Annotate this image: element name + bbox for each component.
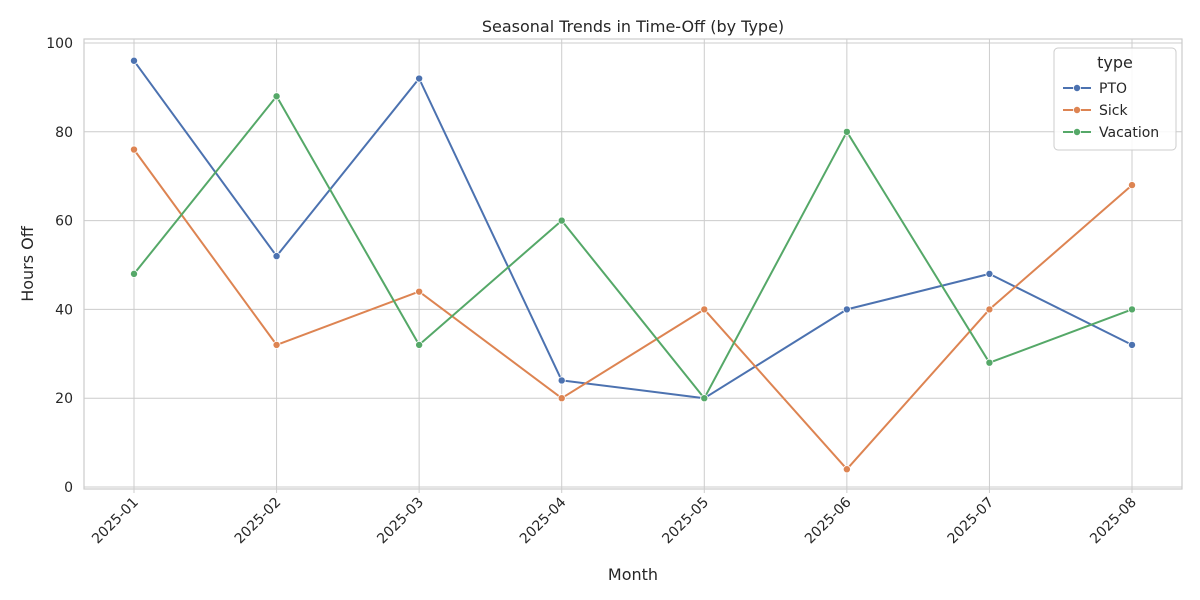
x-axis-label: Month — [608, 565, 658, 584]
y-axis-label: Hours Off — [18, 225, 37, 302]
y-tick-label: 100 — [46, 36, 73, 52]
x-tick-label: 2025-05 — [659, 495, 712, 548]
data-point-pto — [415, 74, 424, 83]
chart-title: Seasonal Trends in Time-Off (by Type) — [482, 17, 784, 36]
legend-marker-sick — [1073, 106, 1082, 115]
y-tick-label: 0 — [64, 480, 73, 496]
data-point-pto — [129, 56, 138, 65]
data-point-pto — [1128, 340, 1137, 349]
x-tick-label: 2025-01 — [89, 495, 142, 548]
legend: type PTO Sick Vacation — [1053, 47, 1177, 151]
y-tick-label: 80 — [55, 125, 73, 141]
data-point-pto — [842, 305, 851, 314]
data-point-vacation — [272, 92, 281, 101]
legend-label-vacation: Vacation — [1099, 125, 1159, 141]
data-point-vacation — [557, 216, 566, 225]
data-point-pto — [985, 269, 994, 278]
series-line-vacation — [133, 95, 1133, 400]
legend-marker-pto — [1073, 84, 1082, 93]
data-point-sick — [557, 394, 566, 403]
data-point-vacation — [1128, 305, 1137, 314]
data-point-vacation — [129, 269, 138, 278]
x-axis-ticks: 2025-01 2025-02 2025-03 2025-04 2025-05 2025-… — [89, 489, 1140, 547]
x-tick-label: 2025-02 — [232, 495, 285, 548]
plot-area — [83, 38, 1183, 490]
data-point-vacation — [842, 127, 851, 136]
series-line-sick — [133, 149, 1133, 471]
data-point-sick — [700, 305, 709, 314]
legend-label-pto: PTO — [1099, 81, 1127, 97]
legend-marker-vacation — [1073, 127, 1082, 136]
data-point-sick — [842, 465, 851, 474]
data-point-vacation — [985, 358, 994, 367]
grid — [84, 39, 1182, 489]
data-point-sick — [985, 305, 994, 314]
data-point-vacation — [700, 394, 709, 403]
y-tick-label: 20 — [55, 391, 73, 407]
data-point-pto — [272, 252, 281, 261]
data-point-sick — [129, 145, 138, 154]
x-tick-label: 2025-04 — [517, 494, 570, 547]
legend-box — [1053, 47, 1177, 151]
x-tick-label: 2025-07 — [945, 495, 998, 548]
data-point-sick — [272, 340, 281, 349]
y-tick-label: 60 — [55, 214, 73, 230]
data-point-vacation — [415, 340, 424, 349]
data-point-sick — [1128, 181, 1137, 190]
y-axis-ticks: 0 20 40 60 80 100 — [46, 36, 73, 496]
legend-label-sick: Sick — [1099, 103, 1128, 119]
data-point-sick — [415, 287, 424, 296]
data-point-pto — [557, 376, 566, 385]
y-tick-label: 40 — [55, 302, 73, 318]
x-tick-label: 2025-06 — [802, 494, 855, 547]
x-tick-label: 2025-03 — [374, 495, 427, 548]
series — [129, 56, 1137, 474]
legend-title: type — [1097, 53, 1133, 72]
x-tick-label: 2025-08 — [1087, 495, 1140, 548]
series-line-pto — [133, 60, 1133, 400]
